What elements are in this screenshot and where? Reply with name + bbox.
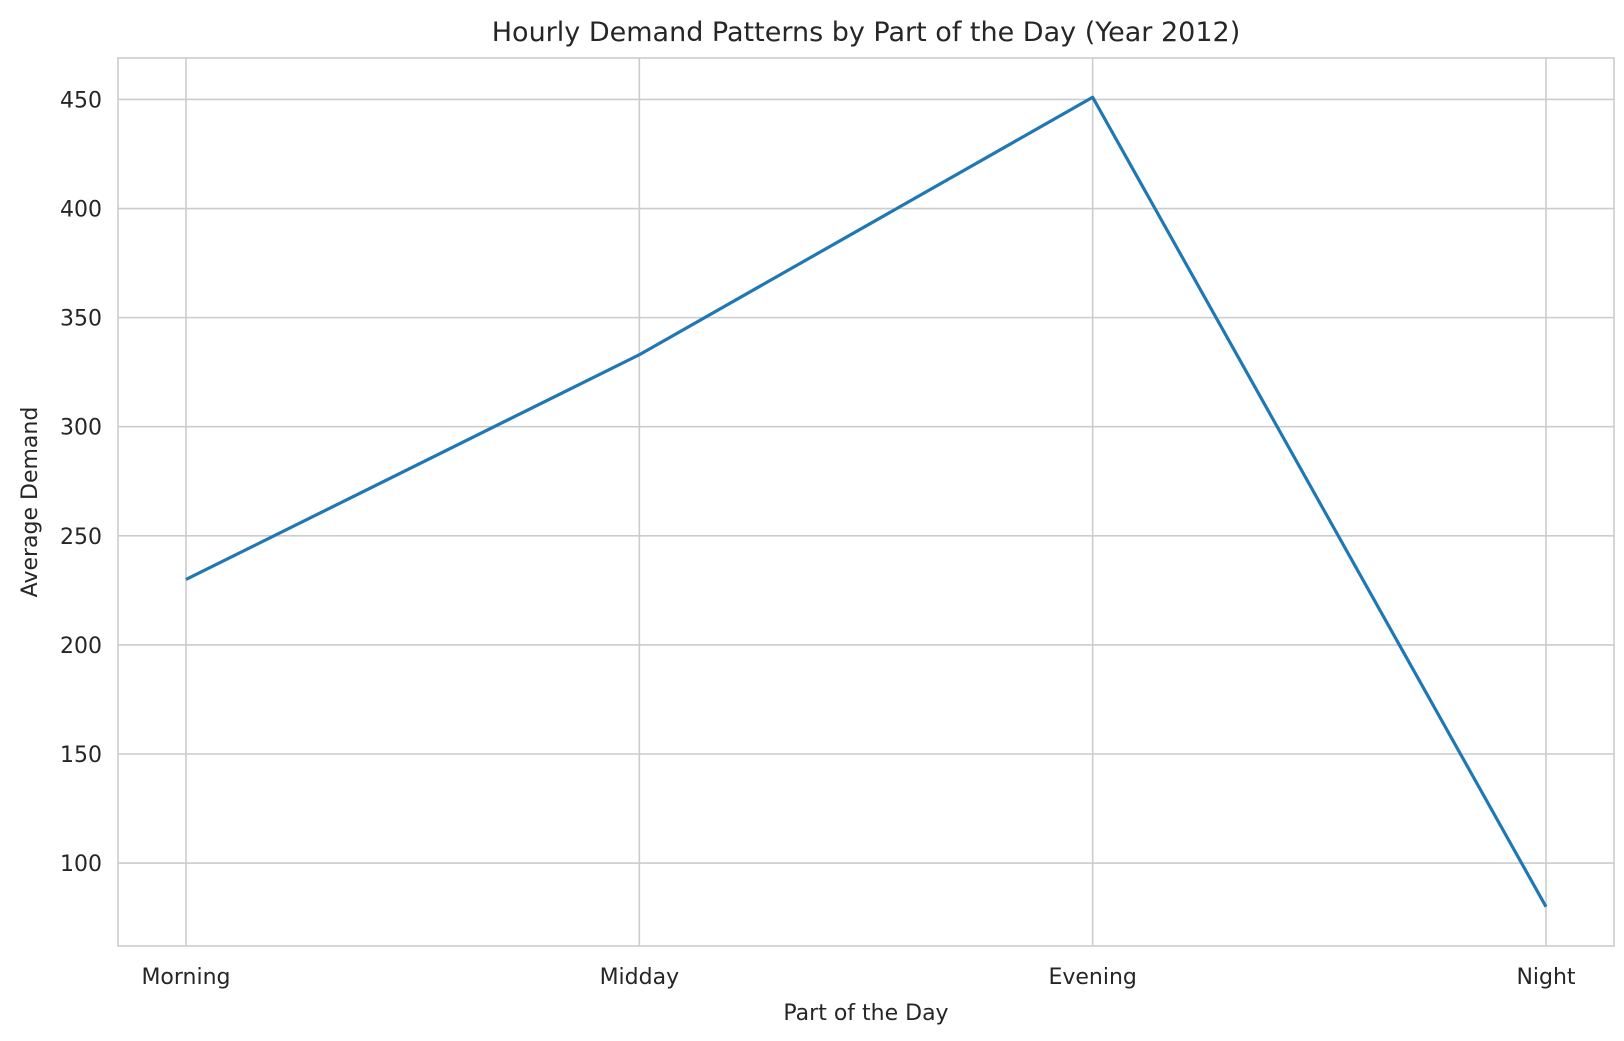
- x-tick-label: Morning: [141, 965, 230, 990]
- x-tick-label: Night: [1516, 965, 1575, 990]
- x-tick-label: Evening: [1048, 965, 1136, 990]
- plot-frame: [117, 57, 1615, 947]
- y-tick-label: 100: [60, 852, 102, 877]
- y-axis-ticks: 100 150 200 250 300 350 400 450: [60, 88, 102, 877]
- x-axis-ticks: Morning Midday Evening Night: [141, 965, 1575, 990]
- y-tick-label: 200: [60, 634, 102, 659]
- x-tick-label: Midday: [600, 965, 680, 990]
- y-tick-label: 400: [60, 198, 102, 223]
- y-tick-label: 150: [60, 743, 102, 768]
- y-tick-label: 250: [60, 525, 102, 550]
- y-tick-label: 300: [60, 416, 102, 441]
- x-axis-label: Part of the Day: [783, 1001, 948, 1026]
- series-line: [185, 95, 1548, 908]
- y-axis-label: Average Demand: [18, 407, 43, 598]
- grid: [118, 58, 1614, 946]
- chart-title: Hourly Demand Patterns by Part of the Da…: [492, 17, 1240, 48]
- y-tick-label: 350: [60, 307, 102, 332]
- series-layer: [185, 95, 1548, 908]
- y-tick-label: 450: [60, 88, 102, 113]
